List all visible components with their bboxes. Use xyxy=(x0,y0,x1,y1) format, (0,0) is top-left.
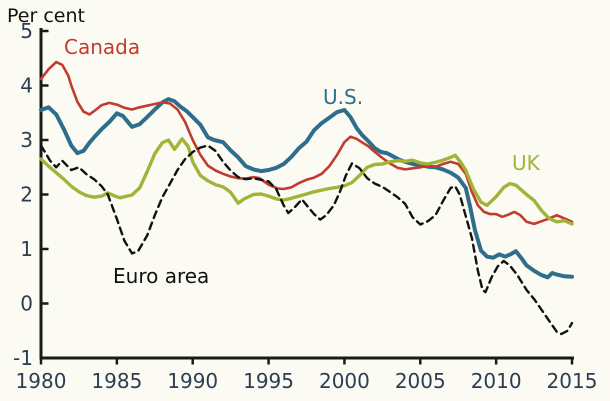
x-tick-label-1995: 1995 xyxy=(243,369,294,393)
series-label-u-s: U.S. xyxy=(323,85,363,109)
y-tick-label-3: 3 xyxy=(20,128,33,152)
axes: -1 0 1 2 3 4 5 1980 1985 1990 1995 2000 2005 2010 2015 xyxy=(13,19,597,393)
x-tick-label-2015: 2015 xyxy=(547,369,598,393)
series-label-uk: UK xyxy=(512,151,541,175)
y-tick-label--1: -1 xyxy=(13,346,33,370)
y-tick-label-4: 4 xyxy=(20,74,33,98)
chart-labels: U.S. Canada UK Euro area Per cent xyxy=(7,5,541,288)
x-tick-label-1980: 1980 xyxy=(16,369,67,393)
x-tick-label-2000: 2000 xyxy=(319,369,370,393)
series-label-canada: Canada xyxy=(64,35,140,59)
series-label-euro-area: Euro area xyxy=(113,264,209,288)
x-tick-label-1985: 1985 xyxy=(91,369,142,393)
y-tick-label-0: 0 xyxy=(20,292,33,316)
x-tick-label-1990: 1990 xyxy=(167,369,218,393)
line-canada xyxy=(39,60,574,226)
y-tick-label-2: 2 xyxy=(20,183,33,207)
y-tick-label-5: 5 xyxy=(20,19,33,43)
line-u-s xyxy=(39,97,574,280)
y-tick-label-1: 1 xyxy=(20,237,33,261)
line-uk xyxy=(39,137,574,226)
axis-unit-label: Per cent xyxy=(7,5,85,27)
x-tick-label-2010: 2010 xyxy=(471,369,522,393)
series-lines xyxy=(39,60,574,336)
x-tick-label-2005: 2005 xyxy=(395,369,446,393)
line-euro-area xyxy=(39,144,574,336)
